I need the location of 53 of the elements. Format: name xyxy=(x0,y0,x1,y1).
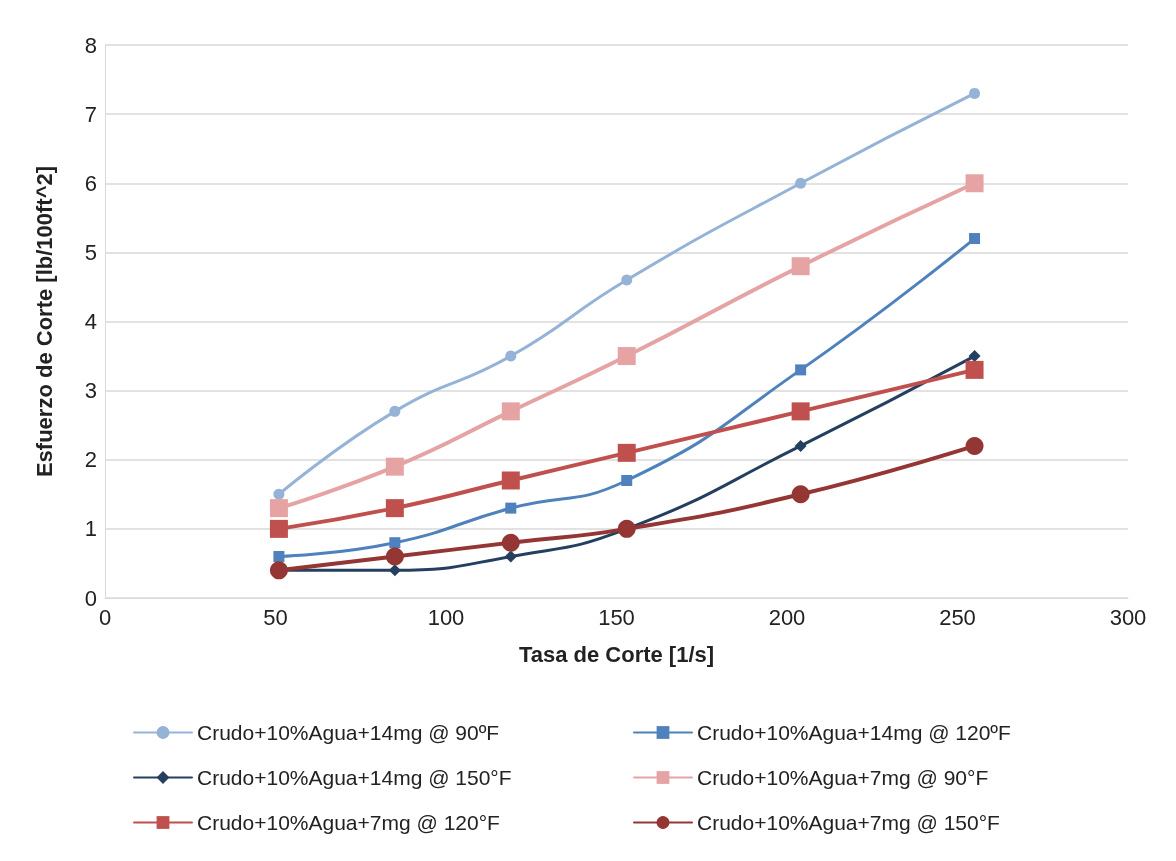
y-tick-label: 8 xyxy=(84,32,97,58)
point xyxy=(795,177,807,189)
x-axis-title: Tasa de Corte [1/s] xyxy=(518,641,715,667)
point xyxy=(501,533,520,552)
point xyxy=(621,274,633,286)
y-tick-label: 1 xyxy=(84,516,97,542)
point xyxy=(269,499,288,518)
point xyxy=(269,519,288,538)
point xyxy=(791,485,810,504)
point xyxy=(795,364,807,376)
point xyxy=(965,436,984,455)
x-tick-label: 150 xyxy=(598,604,635,630)
point xyxy=(969,87,981,99)
point xyxy=(385,457,404,476)
x-tick-label: 100 xyxy=(427,604,465,630)
point xyxy=(505,350,517,362)
point xyxy=(273,551,285,563)
point xyxy=(504,550,517,563)
point xyxy=(617,347,636,366)
point xyxy=(389,537,401,549)
point xyxy=(505,502,517,514)
x-tick-label: 250 xyxy=(939,604,976,630)
y-tick-label: 6 xyxy=(84,170,97,196)
point xyxy=(794,439,807,452)
point xyxy=(969,233,981,245)
point xyxy=(617,443,636,462)
legend-label: Crudo+10%Agua+14mg @ 150°F xyxy=(197,766,512,789)
point xyxy=(791,257,810,276)
point xyxy=(501,402,520,421)
legend-label: Crudo+10%Agua+7mg @ 90°F xyxy=(697,766,989,789)
point xyxy=(389,405,401,417)
point xyxy=(621,474,633,486)
x-tick-label: 50 xyxy=(263,604,288,630)
point xyxy=(385,547,404,566)
point xyxy=(273,488,285,500)
legend-label: Crudo+10%Agua+7mg @ 120°F xyxy=(197,811,500,834)
y-tick-label: 0 xyxy=(84,585,97,611)
point xyxy=(385,499,404,518)
point xyxy=(791,402,810,421)
legend-label: Crudo+10%Agua+7mg @ 150°F xyxy=(697,811,1000,834)
point xyxy=(501,471,520,490)
point xyxy=(965,174,984,193)
y-tick-label: 7 xyxy=(84,101,97,127)
legend-label: Crudo+10%Agua+14mg @ 120ºF xyxy=(697,721,1011,744)
y-tick-label: 5 xyxy=(84,239,97,265)
point xyxy=(965,360,984,379)
legend-label: Crudo+10%Agua+14mg @ 90ºF xyxy=(197,721,500,744)
y-tick-label: 3 xyxy=(84,378,97,404)
y-tick-label: 4 xyxy=(84,309,97,334)
x-tick-label: 200 xyxy=(768,604,806,630)
y-axis-title: Esfuerzo de Corte [lb/100ft^2] xyxy=(31,165,57,478)
x-tick-label: 300 xyxy=(1109,604,1147,630)
y-tick-label: 2 xyxy=(84,447,97,473)
